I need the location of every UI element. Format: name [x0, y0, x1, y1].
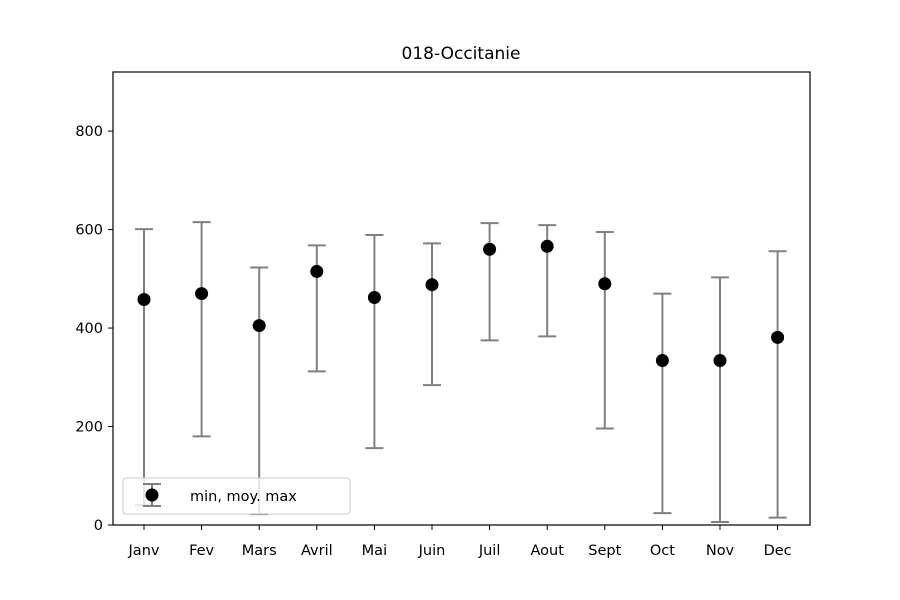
data-point: [367, 291, 381, 305]
x-tick-label: Sept: [588, 543, 621, 559]
y-tick-label: 400: [75, 321, 103, 337]
axes: Janv Fev Mars Avril Mai Juin Juil Aout Sept Oct No…: [75, 71, 811, 559]
x-tick-label: Nov: [706, 543, 735, 559]
plot-area: [135, 221, 787, 524]
data-point: [655, 354, 669, 368]
data-point: [771, 330, 785, 344]
y-tick-label: 0: [94, 518, 103, 534]
data-point: [540, 239, 554, 253]
data-point: [252, 319, 266, 333]
data-point: [713, 354, 727, 368]
chart-title: 018-Occitanie: [402, 44, 521, 64]
legend: min, moy. max: [122, 477, 351, 515]
x-tick-label: Mai: [362, 543, 387, 559]
x-tick-label: Dec: [764, 543, 792, 559]
x-tick-label: Janv: [128, 543, 160, 559]
legend-marker: [145, 488, 159, 502]
axes-frame: [112, 71, 811, 526]
x-tick-label: Oct: [650, 543, 675, 559]
data-point: [137, 292, 151, 306]
y-tick-label: 200: [75, 420, 103, 436]
x-tick-label: Avril: [301, 543, 333, 559]
x-tick-label: Aout: [530, 543, 564, 559]
data-point: [425, 278, 439, 292]
legend-box: [122, 477, 351, 515]
x-tick-label: Mars: [242, 543, 277, 559]
data-point: [310, 264, 324, 278]
x-tick-label: Juin: [418, 543, 446, 559]
data-point: [195, 287, 209, 301]
y-tick-label: 800: [75, 124, 103, 140]
data-point: [483, 242, 497, 256]
y-tick-label: 600: [75, 223, 103, 239]
x-tick-label: Fev: [189, 543, 214, 559]
legend-label: min, moy. max: [190, 489, 297, 505]
data-point: [598, 277, 612, 291]
x-tick-label: Juil: [478, 543, 501, 559]
